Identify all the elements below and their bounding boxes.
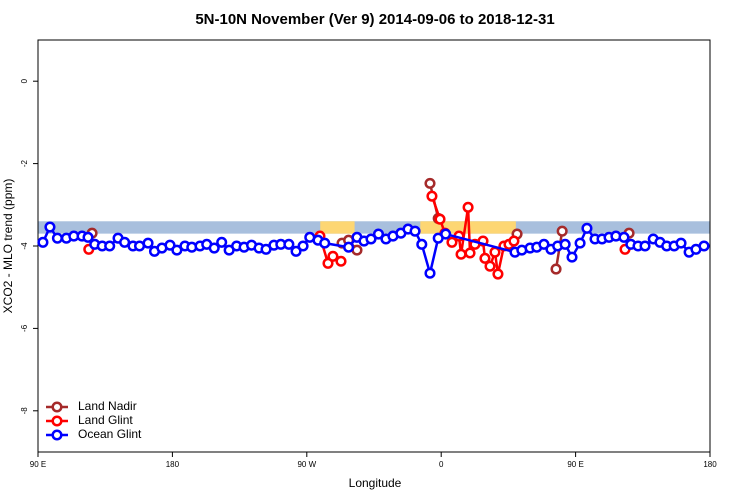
data-point [574,237,586,249]
data-point [365,233,377,245]
x-tick-label: 0 [439,460,444,469]
reference-band [38,221,710,234]
x-tick-label: 90 E [567,460,583,469]
data-point [455,248,467,260]
chart-title: 5N-10N November (Ver 9) 2014-09-06 to 20… [195,11,554,28]
data-point [372,228,385,240]
data-point [322,257,334,269]
data-point [37,236,49,248]
data-point [492,268,504,280]
data-point [82,231,94,243]
legend-marker [51,429,63,441]
data-point [44,221,56,233]
data-point [508,235,520,247]
y-axis-label: XCO2 - MLO trend (ppm) [1,179,15,314]
y-tick-label: -6 [20,324,29,332]
legend-marker [51,415,63,427]
data-point [556,225,568,237]
data-point [675,237,687,249]
data-point [639,240,651,252]
data-point [484,260,496,272]
y-tick-label: -2 [20,159,29,167]
data-point [297,240,309,252]
data-point [618,231,630,243]
data-point [142,237,154,249]
data-point [464,247,476,259]
legend-marker [51,401,63,413]
x-tick-label: 180 [703,460,717,469]
data-point [416,238,428,250]
legend-label: Ocean Glint [78,427,142,441]
data-point [335,255,347,267]
data-point [290,245,302,257]
x-axis-label: Longitude [349,476,402,490]
data-point [283,238,295,250]
data-point [216,236,228,248]
data-point [319,237,331,249]
data-point [409,225,421,237]
data-point [462,201,474,213]
data-point [51,232,63,244]
data-point [424,177,436,189]
data-point [440,228,452,240]
y-tick-label: -4 [20,242,29,250]
x-tick-label: 90 E [30,460,46,469]
y-tick-label: 0 [20,78,29,83]
data-point [171,244,183,256]
data-point [327,250,339,262]
data-point [208,242,220,254]
data-point [489,246,501,258]
x-tick-label: 90 W [297,460,316,469]
data-point [559,238,571,250]
data-point [566,251,578,263]
data-point [698,240,710,252]
data-point [446,236,458,248]
legend-label: Land Nadir [78,399,137,413]
data-point [581,222,593,234]
data-point [104,240,116,252]
data-point [538,238,550,250]
data-point [479,252,491,264]
data-point [424,267,436,279]
x-tick-label: 180 [166,460,180,469]
data-point [550,263,562,275]
legend-label: Land Glint [78,413,133,427]
data-point [434,213,446,225]
highlight-span [320,221,355,234]
data-point [343,241,355,253]
y-tick-label: -8 [20,407,29,415]
data-point [426,190,438,202]
